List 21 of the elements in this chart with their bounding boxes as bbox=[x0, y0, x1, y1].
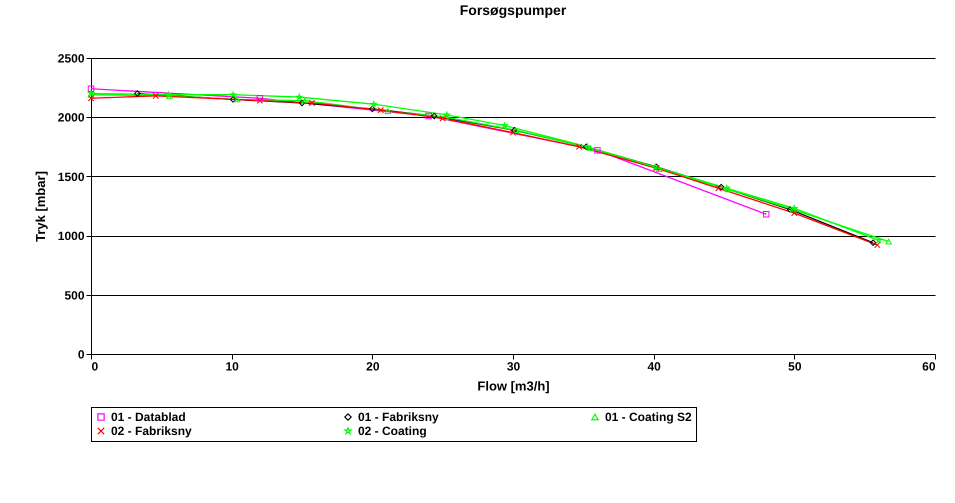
x-tick-label: 60 bbox=[922, 360, 936, 374]
legend-label: 01 - Fabriksny bbox=[358, 410, 440, 424]
legend-label: 01 - Coating S2 bbox=[605, 410, 692, 424]
x-tick-label: 10 bbox=[225, 360, 240, 374]
y-tick-label: 2500 bbox=[58, 52, 85, 66]
legend-label: 02 - Fabriksny bbox=[111, 424, 192, 438]
x-tick-label: 30 bbox=[506, 360, 520, 374]
x-tick-label: 0 bbox=[92, 360, 98, 374]
x-axis-title: Flow [m3/h] bbox=[477, 378, 550, 394]
legend-label: 02 - Coating bbox=[358, 424, 427, 438]
y-tick-label: 0 bbox=[78, 348, 85, 362]
y-axis-title: Tryk [mbar] bbox=[32, 171, 48, 242]
y-tick-label: 1500 bbox=[58, 170, 85, 184]
y-tick-label: 2000 bbox=[58, 110, 85, 125]
x-tick-label: 50 bbox=[788, 360, 802, 374]
y-tick-label: 1000 bbox=[58, 229, 85, 244]
x-tick-label: 40 bbox=[647, 360, 662, 374]
legend-label: 01 - Datablad bbox=[111, 410, 186, 424]
x-tick-label: 20 bbox=[366, 360, 380, 374]
y-tick-label: 500 bbox=[64, 288, 85, 302]
chart-title: Forsøgspumper bbox=[460, 2, 567, 18]
